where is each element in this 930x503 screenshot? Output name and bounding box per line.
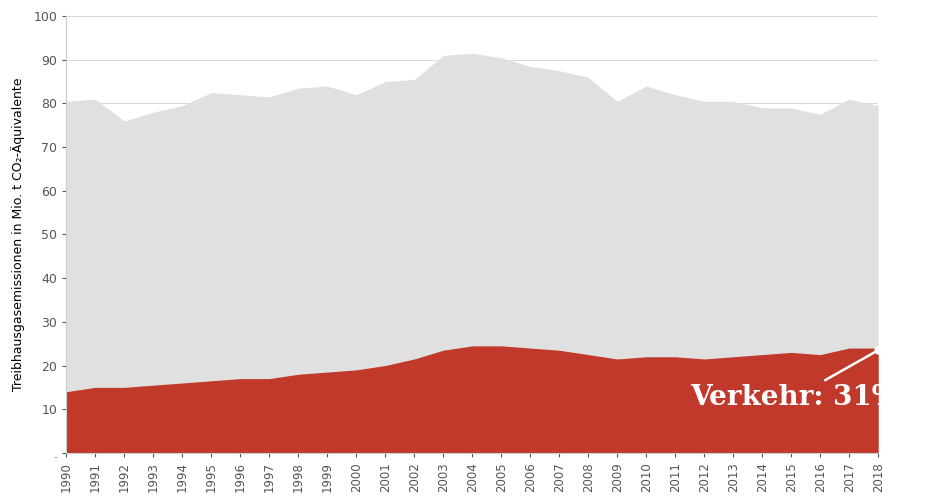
Text: Verkehr: 31%: Verkehr: 31% xyxy=(690,352,897,411)
Y-axis label: Treibhausgasemissionen in Mio. t CO₂-Äquivalente: Treibhausgasemissionen in Mio. t CO₂-Äqu… xyxy=(11,78,25,391)
